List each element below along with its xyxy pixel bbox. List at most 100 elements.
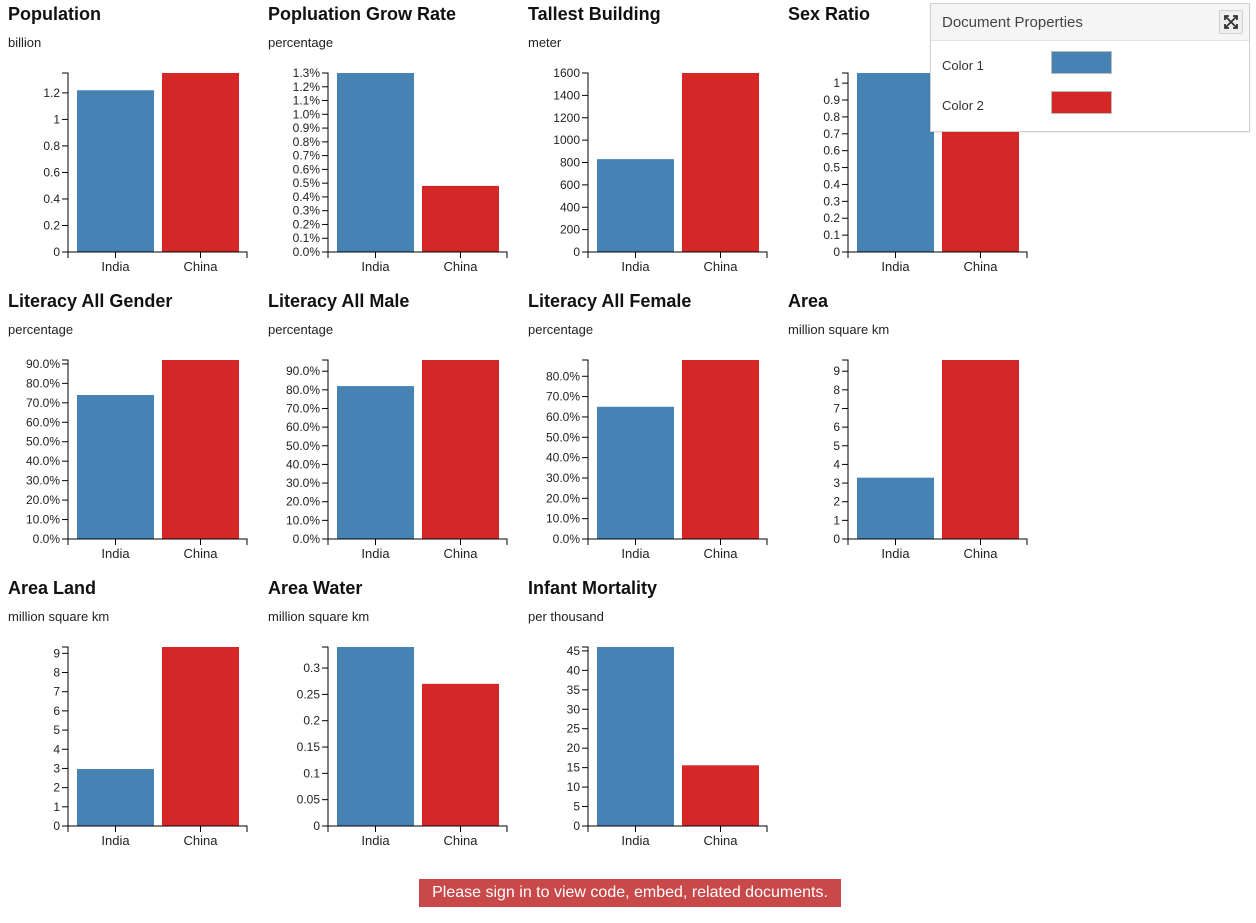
bar-india[interactable] bbox=[597, 406, 674, 539]
color2-swatch[interactable] bbox=[1051, 91, 1112, 114]
chart-subtitle: million square km bbox=[788, 322, 890, 337]
chart-title: Literacy All Gender bbox=[8, 291, 173, 311]
y-tick-label: 50.0% bbox=[286, 439, 320, 453]
y-tick-label: 600 bbox=[560, 178, 580, 192]
bar-china[interactable] bbox=[162, 360, 239, 539]
chart-subtitle: percentage bbox=[268, 322, 334, 337]
x-tick-label: India bbox=[881, 259, 910, 274]
properties-title: Document Properties bbox=[942, 14, 1083, 31]
chart-panel: 0 200 400 600 800 1000 1200 1400 1600 India China T… bbox=[520, 0, 770, 280]
bar-india[interactable] bbox=[77, 395, 154, 539]
bar-india[interactable] bbox=[857, 73, 934, 252]
y-axis bbox=[322, 359, 329, 540]
bar-china[interactable] bbox=[422, 185, 499, 252]
bar-india[interactable] bbox=[337, 647, 414, 826]
bar-india[interactable] bbox=[597, 647, 674, 826]
bar-china[interactable] bbox=[942, 360, 1019, 539]
bar-india[interactable] bbox=[337, 386, 414, 539]
x-tick-label: China bbox=[704, 259, 739, 274]
x-tick-label: China bbox=[964, 546, 999, 561]
y-tick-label: 0 bbox=[833, 245, 840, 259]
x-tick-label: India bbox=[101, 259, 130, 274]
y-tick-label: 1400 bbox=[553, 88, 580, 102]
chart-subtitle: percentage bbox=[8, 322, 74, 337]
y-tick-label: 3 bbox=[53, 761, 60, 775]
bar-india[interactable] bbox=[77, 769, 154, 826]
y-tick-label: 0.05 bbox=[297, 793, 321, 807]
chart-title: Sex Ratio bbox=[788, 4, 871, 24]
y-axis bbox=[842, 359, 849, 540]
y-tick-label: 6 bbox=[53, 704, 60, 718]
y-tick-label: 0.15 bbox=[297, 740, 321, 754]
y-axis bbox=[582, 646, 589, 827]
y-tick-label: 2 bbox=[833, 495, 840, 509]
bar-chart: 0 0.05 0.1 0.15 0.2 0.25 0.3 India China bbox=[297, 646, 508, 848]
bar-chart: 0 1 2 3 4 5 6 7 8 9 India China bbox=[833, 359, 1028, 561]
bar-china[interactable] bbox=[162, 647, 239, 826]
bar-china[interactable] bbox=[682, 765, 759, 826]
bar-india[interactable] bbox=[597, 159, 674, 252]
y-tick-label: 5 bbox=[833, 439, 840, 453]
chart-panel: 0.0% 10.0% 20.0% 30.0% 40.0% 50.0% 60.0% 70.0% 8… bbox=[0, 287, 250, 567]
y-tick-label: 1 bbox=[53, 800, 60, 814]
chart-subtitle: per thousand bbox=[528, 609, 604, 624]
y-tick-label: 0.2 bbox=[303, 714, 320, 728]
y-tick-label: 20 bbox=[567, 741, 581, 755]
bar-india[interactable] bbox=[857, 477, 934, 539]
chart-panel: 0.0% 10.0% 20.0% 30.0% 40.0% 50.0% 60.0% 70.0% 8… bbox=[520, 287, 770, 567]
chart-subtitle: million square km bbox=[268, 609, 370, 624]
chart-panel: 0 0.05 0.1 0.15 0.2 0.25 0.3 India China Area Wat… bbox=[260, 574, 510, 854]
chart-panel: 0 0.2 0.4 0.6 0.8 1 1.2 India China Population bil… bbox=[0, 0, 250, 280]
y-tick-label: 60.0% bbox=[26, 415, 60, 429]
y-tick-label: 1.3% bbox=[293, 66, 321, 80]
chart-title: Area Land bbox=[8, 578, 97, 598]
chart-title: Tallest Building bbox=[528, 4, 661, 24]
expand-icon[interactable] bbox=[1219, 10, 1243, 34]
x-tick-label: India bbox=[361, 546, 390, 561]
bar-china[interactable] bbox=[422, 360, 499, 539]
chart-subtitle: billion bbox=[8, 35, 42, 50]
chart-title: Population bbox=[8, 4, 101, 24]
chart-panel: 0.0% 0.1% 0.2% 0.3% 0.4% 0.5% 0.6% 0.7% 0.8% 0.9%… bbox=[260, 0, 510, 280]
bar-china[interactable] bbox=[682, 360, 759, 539]
y-tick-label: 0 bbox=[573, 245, 580, 259]
y-tick-label: 0.6% bbox=[293, 162, 321, 176]
bar-china[interactable] bbox=[162, 73, 239, 252]
y-tick-label: 7 bbox=[833, 401, 840, 415]
y-tick-label: 1 bbox=[833, 76, 840, 90]
x-tick-label: China bbox=[444, 546, 479, 561]
y-tick-label: 0.1 bbox=[303, 766, 320, 780]
color2-label: Color 2 bbox=[942, 98, 984, 113]
x-tick-label: India bbox=[621, 833, 650, 848]
chart-subtitle: percentage bbox=[268, 35, 334, 50]
bar-india[interactable] bbox=[337, 73, 414, 252]
y-tick-label: 0.3% bbox=[293, 204, 321, 218]
bar-china[interactable] bbox=[422, 683, 499, 826]
bar-india[interactable] bbox=[77, 90, 154, 253]
y-tick-label: 8 bbox=[53, 666, 60, 680]
y-tick-label: 0.1 bbox=[823, 228, 840, 242]
y-tick-label: 0.3 bbox=[823, 194, 840, 208]
y-tick-label: 50.0% bbox=[26, 435, 60, 449]
chart-title: Area bbox=[788, 291, 829, 311]
y-tick-label: 1 bbox=[833, 513, 840, 527]
y-tick-label: 0.0% bbox=[293, 532, 321, 546]
y-tick-label: 35 bbox=[567, 683, 581, 697]
y-tick-label: 1.1% bbox=[293, 94, 321, 108]
x-tick-label: China bbox=[444, 259, 479, 274]
x-tick-label: China bbox=[184, 546, 219, 561]
color1-swatch[interactable] bbox=[1051, 51, 1112, 74]
bar-chart: 0.0% 10.0% 20.0% 30.0% 40.0% 50.0% 60.0% 70.0% 8… bbox=[546, 359, 768, 561]
y-tick-label: 0.4 bbox=[43, 192, 60, 206]
document-properties-panel: Document Properties Color 1 Color 2 bbox=[930, 3, 1250, 132]
y-axis bbox=[322, 72, 329, 253]
bar-china[interactable] bbox=[682, 73, 759, 252]
chart-subtitle: meter bbox=[528, 35, 562, 50]
sign-in-banner[interactable]: Please sign in to view code, embed, rela… bbox=[419, 879, 841, 907]
y-tick-label: 40.0% bbox=[546, 451, 580, 465]
y-axis bbox=[62, 646, 69, 827]
y-tick-label: 0.6 bbox=[823, 144, 840, 158]
bar-chart: 0 1 2 3 4 5 6 7 8 9 India China bbox=[53, 646, 248, 848]
y-tick-label: 6 bbox=[833, 420, 840, 434]
properties-header: Document Properties bbox=[931, 4, 1249, 41]
